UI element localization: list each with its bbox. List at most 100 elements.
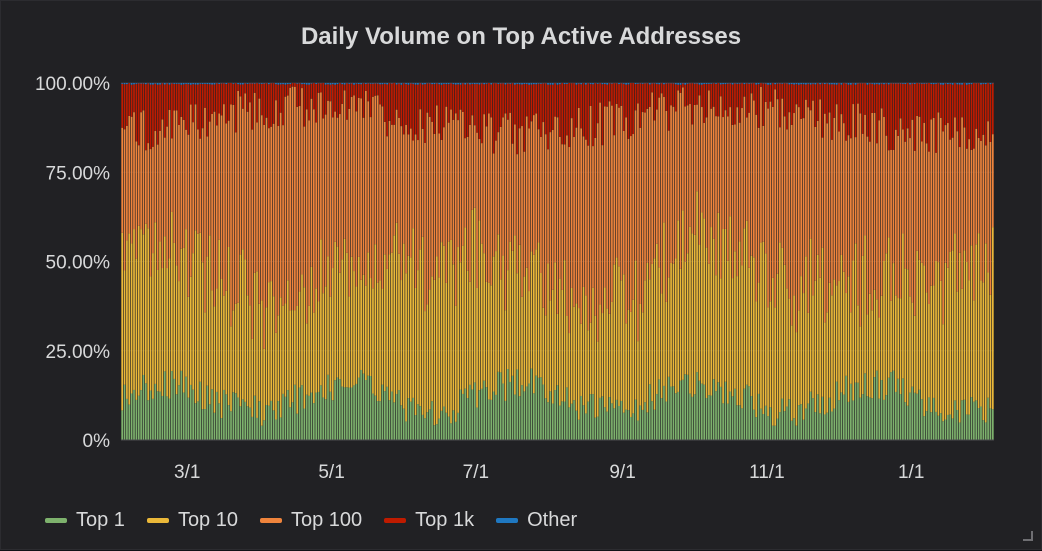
bar-segment-top-100	[128, 116, 130, 234]
bar-segment-top-1k	[481, 83, 483, 143]
bar-segment-top-100	[793, 113, 795, 295]
bar-segment-other	[625, 83, 627, 85]
bar-segment-other	[559, 83, 561, 84]
bar-segment-top-1	[985, 422, 987, 440]
bar-segment-top-10	[649, 279, 651, 384]
bar-segment-top-100	[547, 149, 549, 263]
bar-segment-top-1	[760, 409, 762, 440]
bar-segment-top-100	[573, 137, 575, 307]
bar-segment-top-100	[954, 117, 956, 233]
bar-segment-other	[348, 83, 350, 84]
bar-segment-top-1	[159, 392, 161, 440]
bar-segment-top-1k	[902, 84, 904, 130]
bar-segment-top-10	[528, 291, 530, 383]
bar-segment-top-1k	[209, 84, 211, 121]
bar-segment-top-1k	[152, 85, 154, 147]
bar-segment-other	[921, 83, 923, 84]
bar-segment-top-100	[770, 102, 772, 302]
bar-segment-top-1	[606, 412, 608, 440]
bar-segment-top-100	[211, 114, 213, 290]
bar-segment-top-10	[779, 242, 781, 412]
bar-segment-top-1k	[150, 85, 152, 149]
bar-segment-top-1	[512, 376, 514, 440]
bar-segment-top-1k	[436, 83, 438, 105]
bar-segment-top-100	[613, 135, 615, 264]
bar-segment-top-100	[741, 108, 743, 265]
bar-segment-top-1k	[460, 85, 462, 110]
bar-segment-top-1k	[277, 85, 279, 126]
bar-segment-top-100	[429, 117, 431, 290]
bar-segment-top-1k	[940, 85, 942, 118]
bar-segment-top-100	[325, 115, 327, 287]
bar-segment-top-1k	[554, 83, 556, 116]
bar-segment-top-1k	[803, 84, 805, 118]
bar-segment-top-1k	[330, 85, 332, 102]
bar-segment-top-1	[796, 426, 798, 440]
bar-segment-top-1	[947, 415, 949, 440]
bar-segment-other	[521, 83, 523, 84]
bar-segment-top-10	[318, 302, 320, 392]
bar-segment-top-100	[545, 134, 547, 315]
bar-segment-top-10	[150, 276, 152, 390]
bar-segment-top-1	[859, 398, 861, 440]
bar-segment-top-10	[218, 240, 220, 404]
bar-segment-top-10	[154, 222, 156, 384]
bar-segment-top-1k	[777, 83, 779, 99]
bar-segment-top-10	[554, 262, 556, 390]
legend-item-top-100[interactable]: Top 100	[260, 509, 362, 532]
bar-segment-top-100	[625, 117, 627, 323]
bar-segment-top-1k	[509, 84, 511, 113]
bar-segment-other	[490, 83, 492, 84]
bar-segment-top-10	[902, 233, 904, 378]
bar-segment-top-1	[424, 418, 426, 440]
bar-segment-top-1k	[479, 84, 481, 139]
bar-segment-top-10	[781, 248, 783, 399]
bar-segment-top-1	[767, 416, 769, 440]
bar-segment-top-1k	[365, 84, 367, 91]
bar-segment-top-10	[971, 245, 973, 397]
bar-segment-top-100	[228, 121, 230, 247]
bar-segment-other	[445, 83, 447, 84]
bar-segment-top-1k	[812, 84, 814, 101]
bar-segment-top-100	[833, 118, 835, 279]
bar-segment-top-1k	[876, 84, 878, 143]
legend-item-top-1k[interactable]: Top 1k	[384, 509, 474, 532]
bar-segment-top-1k	[131, 85, 133, 117]
bar-segment-top-10	[363, 275, 365, 374]
bar-segment-top-1	[552, 404, 554, 440]
bar-segment-top-10	[374, 244, 376, 396]
bar-segment-top-1k	[585, 85, 587, 140]
legend-item-top-10[interactable]: Top 10	[147, 509, 238, 532]
bar-segment-top-1k	[987, 83, 989, 121]
bar-segment-top-1k	[259, 84, 261, 99]
bar-segment-top-1	[410, 402, 412, 440]
bar-segment-other	[498, 83, 500, 84]
bar-segment-top-1	[318, 392, 320, 440]
bar-segment-top-1	[533, 393, 535, 440]
bar-segment-top-100	[933, 118, 935, 286]
bar-segment-top-1k	[992, 83, 994, 134]
bar-segment-top-10	[195, 230, 197, 403]
bar-segment-top-100	[583, 136, 585, 287]
legend-item-top-1[interactable]: Top 1	[45, 509, 125, 532]
resize-handle-icon[interactable]	[1023, 531, 1033, 541]
bar-segment-top-1k	[358, 84, 360, 98]
bar-segment-top-1k	[528, 85, 530, 129]
bar-segment-top-1k	[216, 83, 218, 125]
bar-segment-top-10	[734, 251, 736, 389]
bar-segment-top-100	[777, 99, 779, 274]
bar-segment-top-100	[796, 104, 798, 332]
bar-segment-top-100	[654, 120, 656, 258]
bar-segment-top-100	[774, 89, 776, 307]
bar-segment-top-10	[124, 271, 126, 385]
bar-segment-top-1k	[367, 83, 369, 101]
bar-segment-top-1k	[895, 83, 897, 129]
legend-item-other[interactable]: Other	[496, 509, 577, 532]
bar-segment-top-10	[604, 287, 606, 407]
bar-segment-top-1k	[221, 83, 223, 115]
bar-segment-top-1k	[138, 83, 140, 145]
bar-segment-top-10	[755, 301, 757, 417]
bar-segment-top-1	[341, 387, 343, 440]
bar-segment-top-1k	[772, 83, 774, 107]
bar-segment-top-10	[202, 262, 204, 409]
